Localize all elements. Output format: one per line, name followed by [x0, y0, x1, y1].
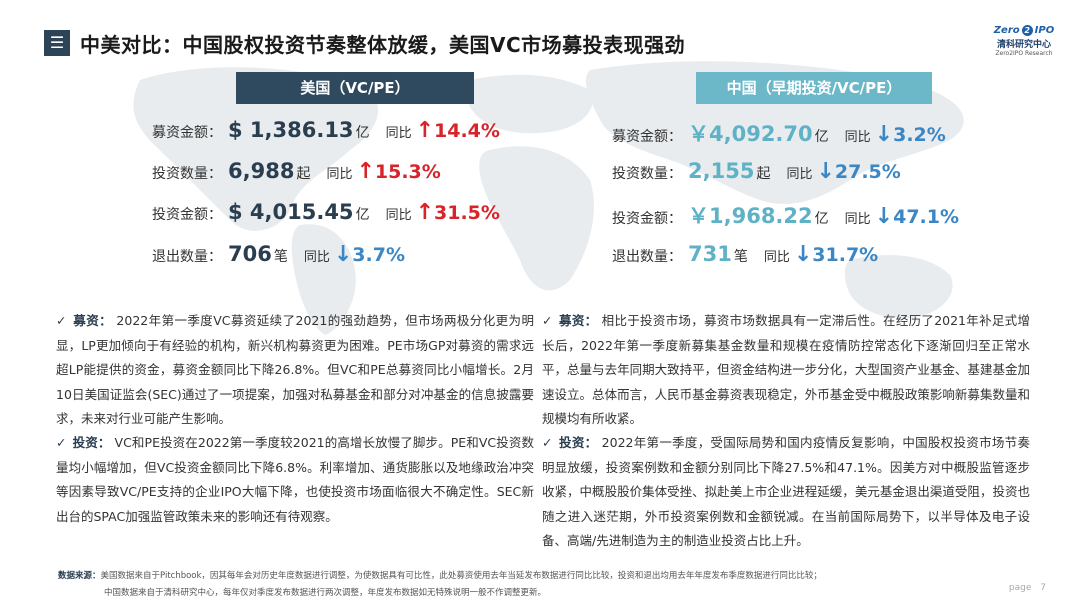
- paragraph-text: VC和PE投资在2022第一季度较2021的高增长放慢了脚步。PE和VC投资数量…: [56, 435, 534, 524]
- stat-label: 退出数量：: [612, 249, 682, 265]
- check-icon: ✓: [542, 435, 553, 450]
- page-number-text: 7: [1040, 583, 1046, 593]
- page-label-text: page: [1008, 583, 1032, 593]
- stat-unit: 亿: [814, 129, 829, 145]
- stat-percent: 31.5%: [434, 202, 500, 224]
- stat-compare-label: 同比: [763, 250, 790, 265]
- us-stat-exit-count: 退出数量： 706 笔 同比 ↓ 3.7%: [152, 242, 405, 272]
- cn-stat-investment-count: 投资数量： 2,155 起 同比 ↓ 27.5%: [612, 159, 901, 189]
- stat-percent: 15.3%: [374, 161, 441, 183]
- stat-value: 6,988: [228, 159, 295, 183]
- stat-unit: 亿: [355, 125, 370, 141]
- stat-value: 2,155: [688, 159, 755, 183]
- us-stat-fundraising: 募资金额： $ 1,386.13 亿 同比 ↑ 14.4%: [152, 118, 500, 148]
- source-label: 数据来源：: [58, 571, 101, 581]
- stat-compare-label: 同比: [385, 208, 412, 223]
- logo-en-text: Zero2IPO Research: [995, 50, 1053, 57]
- stat-percent: 47.1%: [893, 206, 960, 228]
- us-fundraising-paragraph: ✓ 募资： 2022年第一季度VC募资延续了2021的强劲趋势，但市场两极分化更…: [56, 309, 534, 432]
- stat-percent: 3.7%: [352, 244, 405, 266]
- stat-value: $ 4,015.45: [228, 200, 354, 224]
- down-arrow-icon: ↓: [793, 242, 813, 267]
- check-icon: ✓: [56, 313, 67, 328]
- down-arrow-icon: ↓: [874, 204, 894, 229]
- page-number: page 7: [1009, 583, 1046, 593]
- stat-label: 投资数量：: [612, 166, 682, 182]
- paragraph-keyword: 募资：: [559, 313, 598, 328]
- check-icon: ✓: [542, 313, 553, 328]
- stat-unit: 起: [296, 166, 311, 182]
- up-arrow-icon: ↑: [415, 118, 435, 143]
- paragraph-text: 相比于投资市场，募资市场数据具有一定滞后性。在经历了2021年补足式增长后，20…: [542, 313, 1030, 426]
- stat-label: 募资金额：: [152, 125, 222, 141]
- us-stat-investment-amount: 投资金额： $ 4,015.45 亿 同比 ↑ 31.5%: [152, 200, 500, 230]
- stat-compare-label: 同比: [844, 212, 871, 227]
- stat-label: 退出数量：: [152, 249, 222, 265]
- stat-unit: 亿: [814, 211, 829, 227]
- stat-compare-label: 同比: [844, 130, 871, 145]
- down-arrow-icon: ↓: [874, 122, 894, 147]
- paragraph-text: 2022年第一季度VC募资延续了2021的强劲趋势，但市场两极分化更为明显，LP…: [56, 313, 534, 426]
- stat-label: 募资金额：: [612, 129, 682, 145]
- up-arrow-icon: ↑: [356, 159, 375, 184]
- down-arrow-icon: ↓: [333, 242, 353, 267]
- stat-value: 706: [228, 242, 272, 266]
- stat-unit: 笔: [273, 249, 288, 265]
- source-line-1: 美国数据来自于Pitchbook，因其每年会对历史年度数据进行调整，为使数据具有…: [100, 571, 822, 581]
- paragraph-keyword: 投资：: [72, 435, 111, 450]
- stat-value: 731: [688, 242, 732, 266]
- stat-percent: 31.7%: [812, 244, 879, 266]
- stat-unit: 起: [756, 166, 771, 182]
- logo-ipo-text: IPO: [1034, 25, 1055, 36]
- stat-label: 投资金额：: [152, 207, 222, 223]
- logo-cn-text: 清科研究中心: [996, 40, 1051, 50]
- menu-icon: ☰: [44, 30, 70, 56]
- stat-percent: 14.4%: [434, 120, 500, 142]
- up-arrow-icon: ↑: [415, 200, 435, 225]
- stat-value: $ 1,386.13: [228, 118, 354, 142]
- page-title: 中美对比：中国股权投资节奏整体放缓，美国VC市场募投表现强劲: [80, 33, 686, 57]
- cn-fundraising-paragraph: ✓ 募资： 相比于投资市场，募资市场数据具有一定滞后性。在经历了2021年补足式…: [542, 309, 1030, 432]
- cn-section-header: 中国（早期投资/VC/PE）: [696, 72, 932, 104]
- stat-label: 投资数量：: [152, 166, 222, 182]
- data-source-note: 数据来源：美国数据来自于Pitchbook，因其每年会对历史年度数据进行调整，为…: [58, 568, 822, 602]
- check-icon: ✓: [56, 435, 67, 450]
- cn-stat-fundraising: 募资金额： ￥4,092.70 亿 同比 ↓ 3.2%: [612, 118, 946, 148]
- cn-stat-investment-amount: 投资金额： ￥1,968.22 亿 同比 ↓ 47.1%: [612, 200, 959, 230]
- us-investment-paragraph: ✓ 投资： VC和PE投资在2022第一季度较2021的高增长放慢了脚步。PE和…: [56, 431, 534, 529]
- stat-value: ￥4,092.70: [688, 122, 813, 146]
- us-stat-investment-count: 投资数量： 6,988 起 同比 ↑ 15.3%: [152, 159, 441, 189]
- cn-investment-paragraph: ✓ 投资： 2022年第一季度，受国际局势和国内疫情反复影响，中国股权投资市场节…: [542, 431, 1030, 554]
- zero2ipo-logo: Zero 2 IPO 清科研究中心 Zero2IPO Research: [992, 25, 1056, 57]
- stat-percent: 27.5%: [834, 161, 901, 183]
- down-arrow-icon: ↓: [816, 159, 835, 184]
- logo-zero-text: Zero: [993, 25, 1020, 36]
- paragraph-keyword: 投资：: [559, 435, 598, 450]
- stat-compare-label: 同比: [303, 250, 330, 265]
- paragraph-text: 2022年第一季度，受国际局势和国内疫情反复影响，中国股权投资市场节奏明显放缓，…: [542, 435, 1030, 548]
- stat-unit: 亿: [355, 207, 370, 223]
- stat-percent: 3.2%: [893, 124, 946, 146]
- source-line-2: 中国数据来自于清科研究中心，每年仅对季度发布数据进行两次调整，年度发布数据如无特…: [104, 588, 547, 598]
- cn-stat-exit-count: 退出数量： 731 笔 同比 ↓ 31.7%: [612, 242, 878, 272]
- stat-unit: 笔: [733, 249, 748, 265]
- us-section-header: 美国（VC/PE）: [236, 72, 474, 104]
- logo-two-text: 2: [1021, 25, 1033, 36]
- stat-label: 投资金额：: [612, 211, 682, 227]
- stat-compare-label: 同比: [326, 167, 353, 182]
- stat-value: ￥1,968.22: [688, 204, 813, 228]
- stat-compare-label: 同比: [786, 167, 813, 182]
- paragraph-keyword: 募资：: [73, 313, 113, 328]
- stat-compare-label: 同比: [385, 126, 412, 141]
